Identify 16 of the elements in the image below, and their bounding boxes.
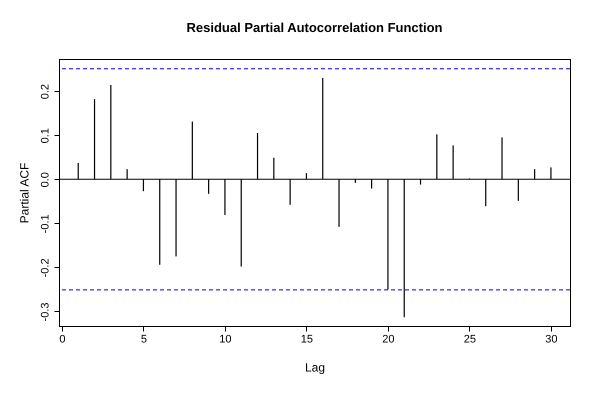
x-tick-label: 25	[464, 334, 476, 346]
x-axis-title: Lag	[304, 360, 326, 374]
y-tick-label: -0.3	[40, 302, 52, 322]
x-tick-label: 0	[59, 334, 66, 346]
x-tick-label: 5	[140, 334, 147, 346]
x-tick-label: 10	[219, 334, 232, 346]
y-tick-label: -0.2	[40, 258, 52, 278]
x-tick-label: 30	[545, 334, 558, 346]
y-tick-label: 0.0	[40, 172, 52, 188]
y-axis-title: Partial ACF	[18, 162, 32, 224]
y-tick-label: 0.2	[40, 84, 52, 100]
x-tick-label: 15	[300, 334, 314, 346]
chart-title: Residual Partial Autocorrelation Function	[186, 20, 443, 35]
x-tick-label: 20	[382, 334, 395, 346]
y-tick-label: 0.1	[40, 128, 52, 144]
y-tick-label: -0.1	[40, 214, 52, 234]
